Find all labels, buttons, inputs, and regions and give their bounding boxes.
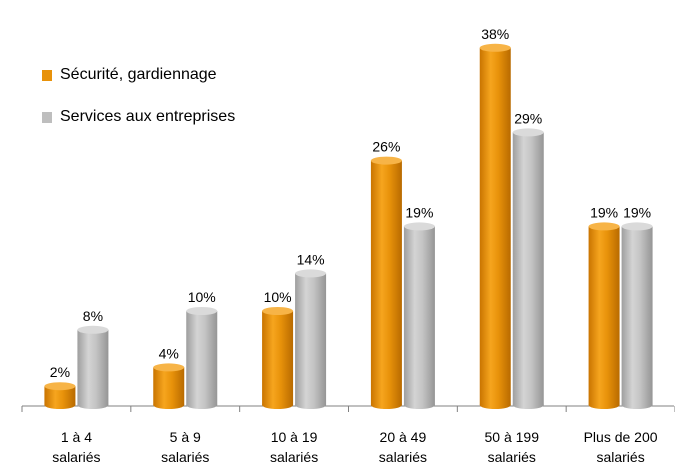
- bar-body: [621, 226, 653, 405]
- legend-label-services: Services aux entreprises: [60, 108, 236, 125]
- x-tick-label: 20 à 49: [380, 429, 427, 445]
- data-label: 19%: [590, 204, 618, 220]
- bar-body: [186, 311, 218, 405]
- bar-cap: [153, 363, 185, 372]
- bar-base: [77, 401, 109, 409]
- data-label: 10%: [264, 289, 292, 305]
- bar-base: [588, 401, 620, 409]
- bar-securite: [479, 43, 511, 409]
- bar-base: [512, 401, 544, 409]
- data-label: 10%: [188, 289, 216, 305]
- bar-cap: [262, 307, 294, 315]
- legend: Sécurité, gardiennage Services aux entre…: [42, 64, 235, 148]
- bar-securite: [44, 382, 76, 409]
- bar-services: [621, 222, 653, 409]
- x-tick-label: 5 à 9: [170, 429, 201, 445]
- bar-securite: [262, 307, 294, 409]
- data-label: 19%: [405, 204, 433, 220]
- data-label: 2%: [50, 364, 70, 380]
- x-tick-label: 50 à 199: [485, 429, 540, 445]
- bar-body: [370, 160, 402, 405]
- bar-services: [512, 128, 544, 409]
- bar-body: [262, 311, 294, 405]
- bar-body: [44, 386, 76, 405]
- bar-body: [512, 132, 544, 405]
- bar-cap: [512, 128, 544, 137]
- bar-body: [77, 329, 109, 405]
- legend-item-securite: Sécurité, gardiennage: [42, 64, 235, 86]
- bar-services: [295, 269, 327, 409]
- data-label: 4%: [159, 345, 179, 361]
- data-label: 38%: [481, 26, 509, 42]
- data-label: 26%: [372, 139, 400, 155]
- x-tick-label: salariés: [52, 449, 100, 465]
- x-tick-label: salariés: [596, 449, 644, 465]
- bar-body: [588, 226, 620, 405]
- bar-cap: [479, 43, 511, 52]
- legend-item-services: Services aux entreprises: [42, 106, 235, 128]
- bar-services: [403, 222, 435, 409]
- data-label: 14%: [297, 251, 325, 267]
- bar-body: [295, 273, 327, 405]
- bar-cap: [186, 307, 218, 315]
- bar-cap: [295, 269, 327, 278]
- bar-body: [403, 226, 435, 405]
- bar-base: [621, 401, 653, 409]
- bar-base: [370, 401, 402, 409]
- bar-cap: [621, 222, 653, 231]
- x-tick-label: salariés: [488, 449, 536, 465]
- data-label: 8%: [83, 308, 103, 324]
- bar-cap: [588, 222, 620, 231]
- bar-services: [186, 307, 218, 409]
- bar-base: [295, 401, 327, 409]
- bar-securite: [370, 156, 402, 409]
- x-tick-label: 1 à 4: [61, 429, 92, 445]
- bar-securite: [588, 222, 620, 409]
- bar-cap: [77, 325, 109, 334]
- bar-cap: [370, 156, 402, 165]
- bar-cap: [44, 382, 76, 391]
- x-tick-label: salariés: [379, 449, 427, 465]
- x-tick-label: salariés: [270, 449, 318, 465]
- bar-base: [403, 401, 435, 409]
- legend-label-securite: Sécurité, gardiennage: [60, 66, 217, 83]
- legend-swatch-securite: [42, 69, 52, 81]
- bar-base: [44, 401, 76, 409]
- bar-base: [153, 401, 185, 409]
- bar-services: [77, 325, 109, 409]
- data-label: 19%: [623, 204, 651, 220]
- bar-base: [262, 401, 294, 409]
- bar-body: [153, 367, 185, 405]
- data-label: 29%: [514, 110, 542, 126]
- x-tick-label: 10 à 19: [271, 429, 318, 445]
- bar-base: [479, 401, 511, 409]
- bar-base: [186, 401, 218, 409]
- bar-cap: [403, 222, 435, 231]
- x-tick-label: Plus de 200: [584, 429, 658, 445]
- bar-body: [479, 47, 511, 406]
- legend-swatch-services: [42, 111, 52, 123]
- x-tick-label: salariés: [161, 449, 209, 465]
- bar-securite: [153, 363, 185, 409]
